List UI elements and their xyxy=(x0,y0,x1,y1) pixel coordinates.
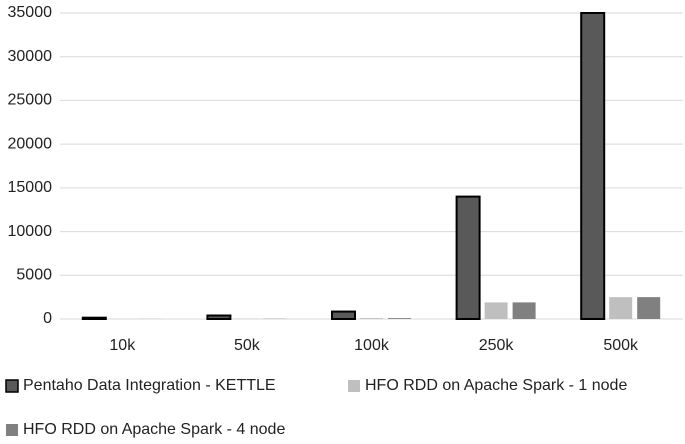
bar xyxy=(609,297,633,319)
x-tick-label: 100k xyxy=(354,337,390,354)
bar xyxy=(360,318,383,319)
legend-swatch xyxy=(5,379,19,393)
x-tick-label: 50k xyxy=(234,337,261,354)
bar xyxy=(637,297,661,319)
legend-swatch xyxy=(6,424,18,436)
bar xyxy=(388,318,411,319)
bar xyxy=(206,314,232,321)
bar xyxy=(580,12,606,320)
y-tick-label: 5000 xyxy=(16,267,52,284)
bar xyxy=(484,302,508,319)
bar xyxy=(455,195,481,321)
x-tick-label: 250k xyxy=(479,337,515,354)
x-tick-label: 500k xyxy=(603,337,639,354)
legend-label: HFO RDD on Apache Spark - 1 node xyxy=(365,377,627,394)
y-tick-label: 20000 xyxy=(8,135,53,152)
y-tick-label: 10000 xyxy=(8,223,53,240)
y-tick-label: 25000 xyxy=(8,92,53,109)
x-tick-label: 10k xyxy=(109,337,136,354)
y-tick-label: 0 xyxy=(43,310,52,327)
bar xyxy=(81,316,107,320)
y-tick-label: 35000 xyxy=(8,4,53,21)
legend-label: Pentaho Data Integration - KETTLE xyxy=(23,377,276,394)
bar xyxy=(512,302,536,319)
legend-swatch xyxy=(348,380,360,392)
legend-label: HFO RDD on Apache Spark - 4 node xyxy=(23,421,285,438)
bar xyxy=(331,310,356,321)
y-tick-label: 15000 xyxy=(8,179,53,196)
y-tick-label: 30000 xyxy=(8,48,53,65)
